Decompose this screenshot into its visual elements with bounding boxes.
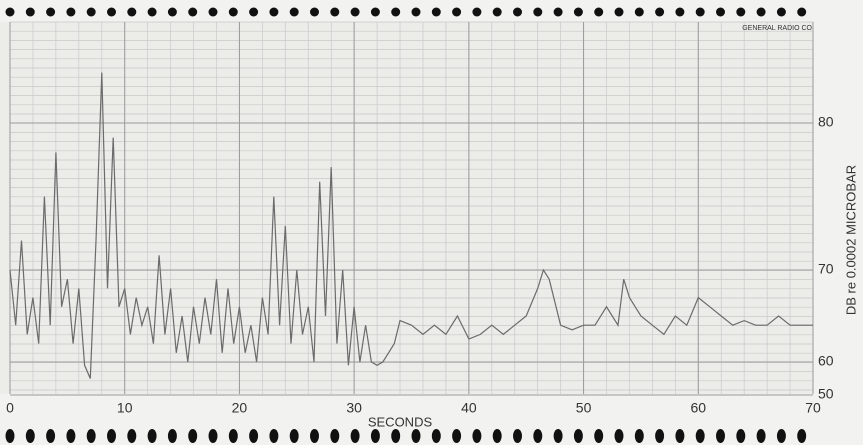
sprocket-hole [655,429,665,443]
sprocket-hole [513,429,522,443]
sprocket-hole [370,7,380,17]
sprocket-hole [411,7,421,17]
sprocket-hole [289,7,299,17]
sprocket-hole [756,7,766,17]
x-tick-label: 20 [232,400,248,416]
sprocket-hole [249,7,259,17]
sprocket-hole [66,7,76,17]
y-tick-label: 80 [818,114,834,130]
sprocket-hole [167,429,177,443]
annotation: GENERAL RADIO CO [742,25,812,32]
sprocket-hole [756,429,766,443]
data-line [9,72,813,379]
sprocket-hole [66,429,76,443]
sprocket-hole [370,429,380,443]
sprocket-hole [513,7,522,17]
sprocket-hole [391,7,401,17]
y-tick-label: 70 [818,261,834,277]
sprocket-hole [675,429,685,443]
sprocket-hole [208,7,218,17]
sprocket-hole [350,429,360,443]
sprocket-hole [330,429,340,443]
sprocket-hole [797,429,807,443]
sprocket-hole [736,7,746,17]
sprocket-hole [25,429,35,443]
sprocket-hole [736,429,746,443]
y-axis-label: DB re 0.0002 MICROBAR [843,165,858,315]
sprocket-hole [46,429,56,443]
sprocket-hole [776,429,786,443]
sprocket-hole [431,7,441,17]
sprocket-hole [310,7,319,17]
sprocket-hole [147,429,157,443]
sprocket-hole [675,7,685,17]
sprocket-hole [452,7,462,17]
sprocket-hole [553,7,563,17]
sprocket-hole [634,7,644,17]
sprocket-hole [431,429,441,443]
sprocket-hole [411,429,421,443]
sprocket-hole [127,429,137,443]
sprocket-hole [492,429,502,443]
x-tick-label: 40 [461,400,477,416]
sprocket-hole [716,7,725,17]
x-tick-label: 30 [346,400,362,416]
sprocket-hole [492,7,502,17]
sprocket-hole [127,7,137,17]
sprocket-hole [208,429,218,443]
sprocket-hole [634,429,644,443]
x-tick-label: 70 [805,400,821,416]
x-tick-label: 0 [6,400,14,416]
decoration [5,7,813,443]
sprocket-hole [330,7,340,17]
sprocket-hole [107,7,116,17]
x-tick-label: 50 [576,400,592,416]
x-tick-label: 10 [117,400,133,416]
sprocket-hole [86,429,96,443]
sprocket-hole [228,429,238,443]
sprocket-hole [289,429,299,443]
sprocket-hole [5,7,15,17]
sprocket-hole [594,429,604,443]
x-tick-label: 60 [690,400,706,416]
sprocket-hole [553,429,563,443]
sprocket-hole [573,429,583,443]
sprocket-hole [188,429,198,443]
sprocket-hole [391,429,401,443]
sprocket-hole [716,429,725,443]
sprocket-hole [797,7,807,17]
sprocket-hole [25,7,35,17]
sprocket-hole [452,429,462,443]
sprocket-hole [533,7,543,17]
x-axis-label: SECONDS [368,414,433,429]
sprocket-hole [614,7,624,17]
sprocket-hole [46,7,56,17]
sprocket-hole [310,429,319,443]
sprocket-hole [107,429,116,443]
sprocket-hole [188,7,198,17]
sprocket-hole [228,7,238,17]
plot-area [0,22,813,394]
sprocket-hole [269,429,279,443]
sprocket-hole [695,7,705,17]
sprocket-hole [594,7,604,17]
sprocket-hole [614,429,624,443]
y-tick-label: 50 [818,386,834,402]
sprocket-hole [573,7,583,17]
sprocket-hole [269,7,279,17]
sprocket-hole [655,7,665,17]
sprocket-hole [776,7,786,17]
y-tick-label: 60 [818,353,834,369]
sprocket-hole [249,429,259,443]
sprocket-hole [472,429,482,443]
sprocket-hole [472,7,482,17]
sprocket-hole [350,7,360,17]
sprocket-hole [533,429,543,443]
sprocket-hole [167,7,177,17]
sprocket-hole [695,429,705,443]
sprocket-hole [86,7,96,17]
sprocket-hole [5,429,15,443]
sprocket-hole [147,7,157,17]
